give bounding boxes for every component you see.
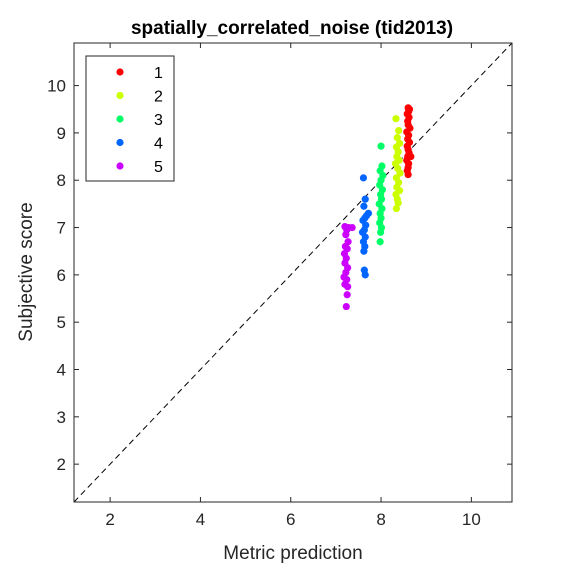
series-1 bbox=[403, 104, 415, 179]
y-tick-label: 3 bbox=[57, 408, 66, 427]
x-tick-label: 10 bbox=[462, 510, 481, 529]
series-4 bbox=[358, 174, 373, 279]
y-tick-label: 2 bbox=[57, 455, 66, 474]
legend-label: 3 bbox=[154, 112, 163, 129]
data-point bbox=[344, 283, 352, 291]
legend: 1 2 3 4 5 bbox=[85, 55, 175, 182]
data-point bbox=[343, 291, 351, 299]
data-point bbox=[392, 205, 401, 213]
y-tick-label: 5 bbox=[57, 313, 66, 332]
legend-marker bbox=[116, 138, 124, 147]
reference-line-layer bbox=[73, 42, 513, 503]
y-tick-label: 7 bbox=[57, 219, 66, 238]
series-5 bbox=[340, 223, 356, 311]
x-tick-label: 4 bbox=[196, 510, 205, 529]
legend-label: 2 bbox=[154, 89, 163, 106]
data-point bbox=[348, 223, 356, 232]
series-2 bbox=[391, 115, 404, 213]
data-point bbox=[394, 199, 402, 207]
data-point bbox=[376, 238, 384, 246]
data-point bbox=[342, 231, 350, 239]
y-tick-label: 6 bbox=[57, 266, 66, 285]
legend-label: 4 bbox=[154, 136, 163, 153]
legend-marker bbox=[116, 115, 124, 123]
data-point bbox=[342, 302, 350, 311]
plot-frame bbox=[73, 42, 513, 503]
legend-box bbox=[85, 55, 175, 182]
data-points-layer bbox=[340, 104, 415, 311]
identity-reference-line bbox=[73, 42, 513, 503]
data-point bbox=[377, 142, 385, 150]
data-point bbox=[392, 115, 400, 123]
axis-ticks-layer: 2 4 6 8 10 2 3 4 5 6 7 8 9 10 bbox=[47, 43, 512, 529]
data-point bbox=[360, 202, 368, 210]
x-tick-label: 6 bbox=[286, 510, 295, 529]
x-tick-label: 8 bbox=[376, 510, 385, 529]
data-point bbox=[395, 126, 403, 135]
data-point bbox=[377, 228, 385, 236]
y-tick-label: 8 bbox=[57, 171, 66, 190]
y-tick-label: 9 bbox=[57, 124, 66, 143]
data-point bbox=[359, 174, 368, 182]
data-point bbox=[361, 271, 369, 279]
y-axis-title: Subjective score bbox=[16, 202, 37, 341]
x-tick-label: 2 bbox=[105, 510, 114, 529]
legend-marker bbox=[116, 68, 124, 76]
x-axis-title: Metric prediction bbox=[223, 543, 362, 564]
y-tick-label: 4 bbox=[57, 361, 66, 380]
legend-label: 5 bbox=[154, 159, 163, 176]
legend-label: 1 bbox=[154, 65, 163, 82]
legend-marker bbox=[116, 91, 124, 100]
data-point bbox=[361, 195, 369, 203]
series-3 bbox=[375, 142, 387, 246]
legend-marker bbox=[116, 162, 124, 170]
chart-title: spatially_correlated_noise (tid2013) bbox=[131, 18, 453, 39]
data-point bbox=[404, 170, 412, 179]
y-tick-label: 10 bbox=[47, 77, 66, 96]
data-point bbox=[360, 247, 368, 255]
data-point bbox=[393, 134, 401, 142]
